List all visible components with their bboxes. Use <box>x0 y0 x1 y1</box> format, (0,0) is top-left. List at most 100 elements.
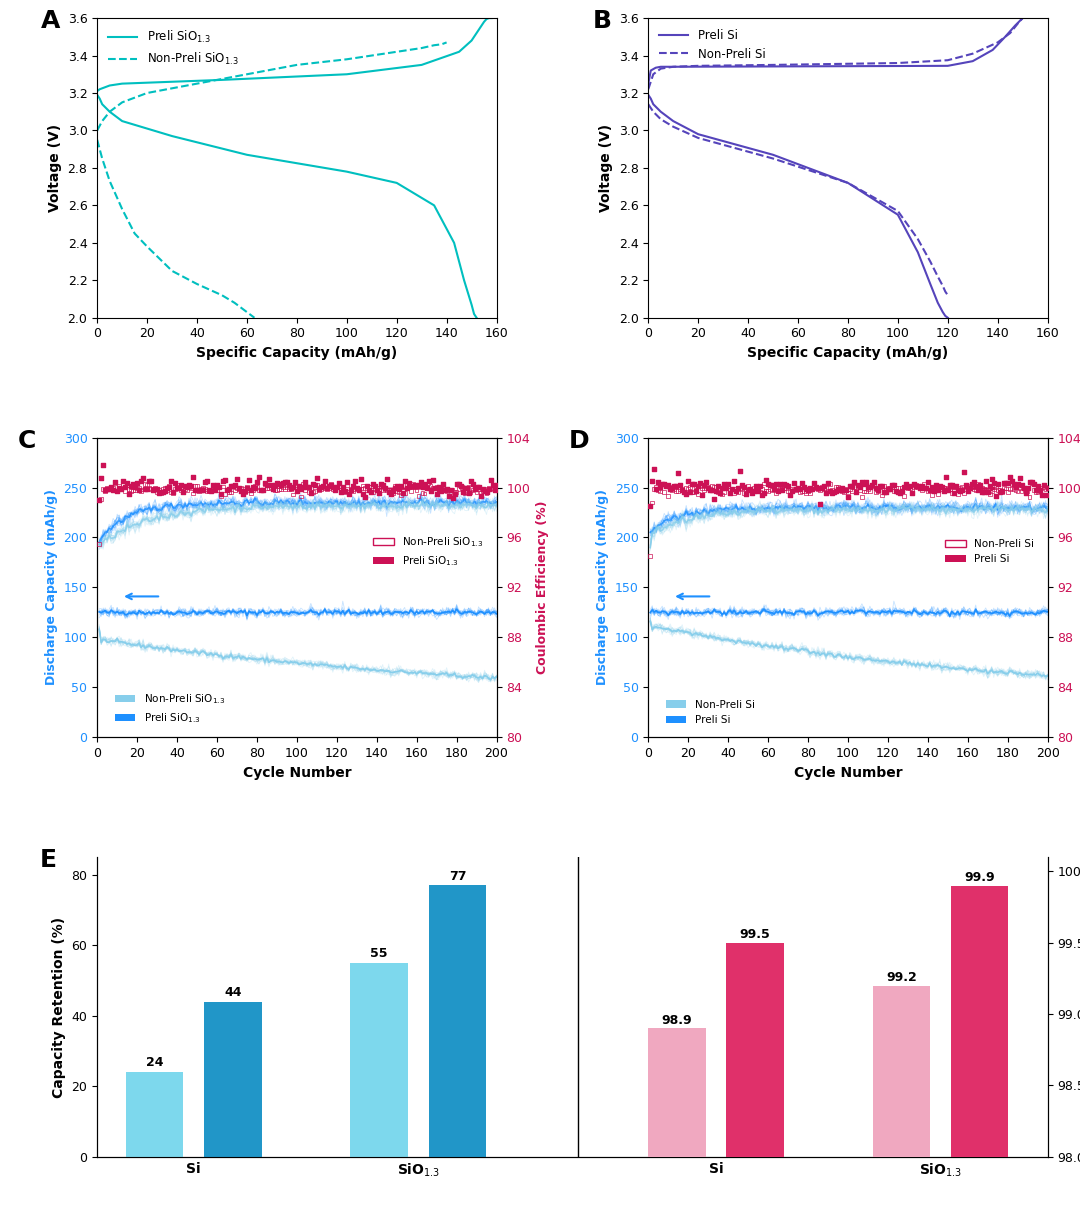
Point <box>733 478 751 498</box>
Point <box>354 476 372 495</box>
Point <box>237 483 254 502</box>
Point <box>366 477 383 496</box>
Point <box>465 478 483 498</box>
Point <box>1035 477 1052 496</box>
Point <box>923 486 941 505</box>
Point <box>328 477 346 496</box>
Point <box>400 474 417 493</box>
Point <box>1017 483 1035 502</box>
Legend: Preli Si, Non-Preli Si: Preli Si, Non-Preli Si <box>654 24 770 65</box>
Point <box>162 471 179 490</box>
Point <box>330 477 348 496</box>
Point <box>811 494 828 513</box>
Point <box>362 477 379 496</box>
Point <box>806 475 823 494</box>
Point <box>959 477 976 496</box>
Point <box>270 480 287 499</box>
Point <box>173 475 190 494</box>
Point <box>707 477 725 496</box>
Point <box>280 475 297 494</box>
Point <box>851 477 868 496</box>
Point <box>228 478 245 498</box>
Point <box>444 480 461 499</box>
Point <box>773 481 791 500</box>
Point <box>394 481 411 500</box>
Point <box>665 476 683 495</box>
Point <box>721 483 739 502</box>
Point <box>121 480 138 499</box>
Point <box>963 478 981 498</box>
Point <box>159 478 176 498</box>
Point <box>402 482 419 501</box>
Point <box>726 483 743 502</box>
Point <box>384 481 402 500</box>
Point <box>188 476 205 495</box>
Point <box>825 482 842 501</box>
Point <box>406 477 423 496</box>
Point <box>809 480 826 499</box>
Point <box>703 477 720 496</box>
Point <box>677 484 694 504</box>
Point <box>451 476 469 495</box>
Point <box>731 480 748 499</box>
Point <box>961 478 978 498</box>
Point <box>220 482 238 501</box>
Point <box>1007 477 1024 496</box>
Point <box>696 481 713 500</box>
Point <box>983 482 1000 501</box>
Point <box>108 481 125 500</box>
Point <box>294 478 311 498</box>
Point <box>1021 488 1038 507</box>
Point <box>947 477 964 496</box>
Point <box>959 481 976 500</box>
Point <box>834 478 851 498</box>
Point <box>921 480 939 499</box>
Point <box>254 481 271 500</box>
Point <box>342 480 360 499</box>
Point <box>324 477 341 496</box>
Point <box>135 468 152 487</box>
Point <box>670 464 687 483</box>
Y-axis label: Coulombic Efficiency (%): Coulombic Efficiency (%) <box>536 501 549 674</box>
Point <box>775 475 793 494</box>
Point <box>971 477 988 496</box>
Point <box>660 487 677 506</box>
Point <box>700 477 717 496</box>
Point <box>642 547 659 566</box>
Point <box>448 482 465 501</box>
X-axis label: Specific Capacity (mAh/g): Specific Capacity (mAh/g) <box>197 346 397 360</box>
Point <box>202 482 219 501</box>
Point <box>314 477 332 496</box>
Point <box>742 480 759 499</box>
Point <box>875 476 892 495</box>
Point <box>642 496 659 516</box>
Point <box>201 481 218 500</box>
Point <box>991 483 1009 502</box>
Point <box>1029 482 1047 501</box>
Point <box>194 478 212 498</box>
Point <box>874 486 891 505</box>
Point <box>759 474 777 493</box>
Point <box>663 481 680 500</box>
Point <box>995 478 1012 498</box>
Point <box>951 478 969 498</box>
Point <box>338 472 355 492</box>
Point <box>98 478 116 498</box>
Point <box>408 481 426 500</box>
Text: 24: 24 <box>146 1057 163 1069</box>
Point <box>154 482 172 501</box>
Point <box>853 487 870 506</box>
Point <box>755 483 772 502</box>
Point <box>362 482 379 501</box>
Point <box>294 475 311 494</box>
Point <box>644 493 661 512</box>
Point <box>436 481 454 500</box>
Point <box>456 478 473 498</box>
Point <box>726 471 743 490</box>
Point <box>750 482 767 501</box>
Point <box>192 481 210 500</box>
Point <box>745 482 762 501</box>
Point <box>276 472 294 492</box>
Point <box>797 483 814 502</box>
Point <box>368 481 386 500</box>
